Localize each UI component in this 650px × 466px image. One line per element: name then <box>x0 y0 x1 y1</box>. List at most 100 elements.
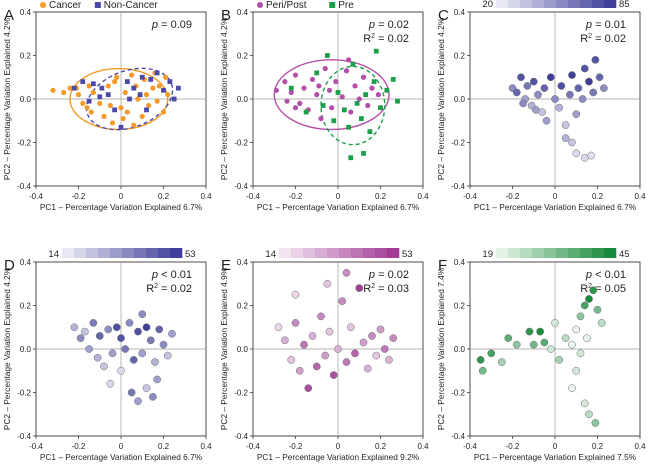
data-point <box>595 73 604 82</box>
data-point <box>274 323 283 332</box>
data-point <box>149 393 157 401</box>
data-point-square <box>324 53 330 58</box>
x-tick-label: 0.2 <box>158 192 170 201</box>
colorbar-swatch <box>556 0 569 8</box>
r-symbol: R <box>363 33 371 45</box>
y-tick-label: 0.2 <box>454 52 466 61</box>
x-tick-label: 0.4 <box>417 192 429 201</box>
data-point <box>561 134 570 142</box>
p-value-text: < 0.01 <box>158 269 192 281</box>
colorbar-min-label: 19 <box>482 249 493 260</box>
data-point-square <box>358 116 364 121</box>
data-point <box>591 56 600 64</box>
data-point-circle <box>156 83 162 89</box>
data-point <box>555 356 564 364</box>
p-symbol: p <box>585 19 592 31</box>
data-point <box>376 325 385 334</box>
data-point <box>153 375 161 384</box>
r-squared-text: = 0.05 <box>592 283 626 295</box>
colorbar-swatch <box>146 248 159 258</box>
colorbar-swatch <box>580 0 593 8</box>
y-tick-label: 0.2 <box>237 302 249 311</box>
colorbar-swatch <box>580 248 593 258</box>
data-point <box>312 362 321 371</box>
x-tick-label: -0.2 <box>506 192 520 201</box>
colorbar-swatch <box>496 0 509 8</box>
panel-letter: D <box>4 257 15 274</box>
data-point-circle <box>369 85 375 91</box>
panel-letter: F <box>438 257 447 274</box>
legend-marker-circle <box>40 2 46 8</box>
y-tick-label: 0.2 <box>237 52 249 61</box>
data-point <box>151 358 159 366</box>
panel-letter: A <box>4 7 14 24</box>
data-point <box>540 338 549 347</box>
data-point-circle <box>348 109 354 115</box>
data-point <box>338 297 347 305</box>
data-point-circle <box>318 115 324 122</box>
y-tick-label: 0.0 <box>20 95 32 104</box>
data-point <box>589 88 598 97</box>
data-point <box>546 73 555 82</box>
r-squared-text: = 0.02 <box>375 33 409 45</box>
data-point <box>580 399 589 408</box>
data-point <box>557 82 566 90</box>
data-point-circle <box>124 109 130 115</box>
r-squared: R2 = 0.02 <box>363 33 409 45</box>
data-point <box>572 325 581 334</box>
data-point-circle <box>346 57 352 63</box>
x-axis-label: PC1 – Percentage Variation Explained 6.7… <box>474 202 637 212</box>
data-point <box>81 327 89 336</box>
data-point <box>359 338 368 347</box>
data-point <box>512 88 521 97</box>
x-axis-label: PC1 – Percentage Variation Explained 6.7… <box>40 452 203 462</box>
colorbar-max-label: 45 <box>619 249 630 260</box>
colorbar-swatch <box>520 0 533 8</box>
x-tick-label: -0.2 <box>506 442 520 451</box>
data-point-square <box>378 105 383 111</box>
data-point-square <box>144 107 149 113</box>
colorbar-swatch <box>86 248 99 258</box>
data-point-circle <box>301 85 307 91</box>
x-tick-label: 0 <box>336 192 341 201</box>
panel-letter: E <box>221 257 231 274</box>
y-axis-label: PC2 – Percentage Variation Explained 4.2… <box>2 267 12 430</box>
data-point <box>159 340 168 349</box>
data-point <box>287 356 296 364</box>
data-point <box>351 349 359 358</box>
data-point <box>142 384 151 392</box>
data-point-square <box>331 118 337 124</box>
colorbar-max-label: 85 <box>619 0 630 10</box>
data-point <box>517 73 525 82</box>
y-tick-label: -0.4 <box>17 432 31 441</box>
y-tick-label: 0.0 <box>454 345 466 354</box>
legend-label: Peri/Post <box>266 0 307 11</box>
x-tick-label: 0.4 <box>634 192 646 201</box>
data-point-square <box>112 107 118 113</box>
data-point <box>129 356 138 364</box>
colorbar-swatch <box>508 248 521 258</box>
data-point <box>512 340 521 349</box>
y-tick-label: -0.4 <box>234 182 248 191</box>
data-point <box>576 349 585 358</box>
p-symbol: p <box>585 269 592 281</box>
data-point <box>529 340 538 349</box>
data-point-circle <box>375 92 381 98</box>
r-superscript: 2 <box>588 33 592 40</box>
colorbar-min-label: 14 <box>48 249 59 260</box>
y-tick-label: 0.4 <box>454 8 466 17</box>
data-point-circle <box>322 65 328 72</box>
legend-label: Cancer <box>49 0 82 11</box>
data-point <box>168 329 176 338</box>
y-tick-label: 0.2 <box>454 302 466 311</box>
data-point <box>534 90 542 99</box>
y-tick-label: 0.4 <box>20 8 32 17</box>
data-point <box>300 340 308 349</box>
legend-marker-circle <box>257 2 263 8</box>
data-point <box>529 77 538 86</box>
data-point <box>389 334 398 342</box>
data-point-square <box>148 77 154 82</box>
